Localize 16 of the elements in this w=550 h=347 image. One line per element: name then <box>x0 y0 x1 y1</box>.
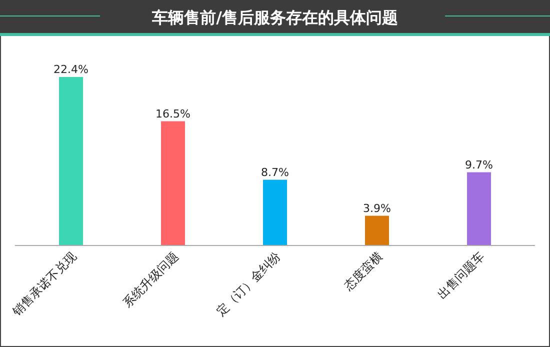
bar <box>59 77 83 245</box>
x-tick-label: 定（订）金纠纷 <box>214 249 284 319</box>
x-tick-label: 态度蛮横 <box>340 249 386 294</box>
bar <box>467 172 491 245</box>
data-label: 16.5% <box>156 107 190 120</box>
chart-title: 车辆售前/售后服务存在的具体问题 <box>151 8 398 27</box>
data-label: 8.7% <box>261 166 289 179</box>
x-tick-label: 出售问题车 <box>434 249 488 302</box>
x-tick-label: 系统升级问题 <box>120 249 182 310</box>
data-label: 22.4% <box>54 63 88 76</box>
data-label: 9.7% <box>465 158 493 172</box>
bar <box>263 180 287 245</box>
bar <box>161 121 185 245</box>
x-tick-label: 销售承诺不兑现 <box>9 249 80 320</box>
data-label: 3.9% <box>363 202 391 215</box>
bar <box>365 216 389 245</box>
